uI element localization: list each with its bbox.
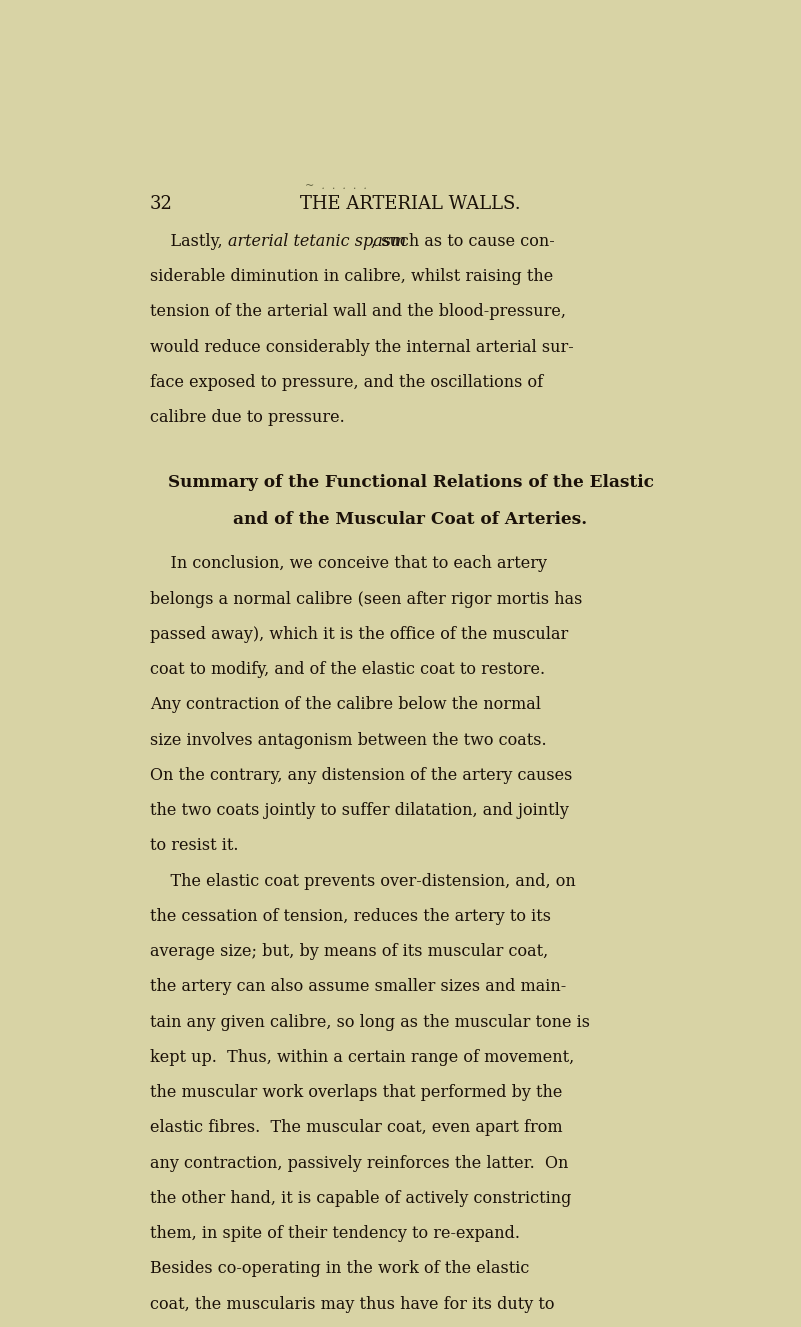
Text: belongs a normal calibre (seen after rigor mortis has: belongs a normal calibre (seen after rig…: [150, 591, 582, 608]
Text: them, in spite of their tendency to re-expand.: them, in spite of their tendency to re-e…: [150, 1225, 520, 1242]
Text: coat, the muscularis may thus have for its duty to: coat, the muscularis may thus have for i…: [150, 1295, 554, 1312]
Text: and of the Muscular Coat of Arteries.: and of the Muscular Coat of Arteries.: [233, 511, 588, 528]
Text: 32: 32: [150, 195, 173, 214]
Text: arterial tetanic spasm: arterial tetanic spasm: [228, 232, 406, 249]
Text: ~  .  .  .  .  .: ~ . . . . .: [305, 180, 367, 191]
Text: the two coats jointly to suffer dilatation, and jointly: the two coats jointly to suffer dilatati…: [150, 802, 569, 819]
Text: passed away), which it is the office of the muscular: passed away), which it is the office of …: [150, 626, 568, 642]
Text: kept up.  Thus, within a certain range of movement,: kept up. Thus, within a certain range of…: [150, 1048, 574, 1066]
Text: any contraction, passively reinforces the latter.  On: any contraction, passively reinforces th…: [150, 1154, 568, 1172]
Text: Lastly,: Lastly,: [150, 232, 227, 249]
Text: the other hand, it is capable of actively constricting: the other hand, it is capable of activel…: [150, 1190, 571, 1206]
Text: the cessation of tension, reduces the artery to its: the cessation of tension, reduces the ar…: [150, 908, 551, 925]
Text: to resist it.: to resist it.: [150, 837, 238, 855]
Text: the muscular work overlaps that performed by the: the muscular work overlaps that performe…: [150, 1084, 562, 1101]
Text: On the contrary, any distension of the artery causes: On the contrary, any distension of the a…: [150, 767, 572, 784]
Text: Summary of the Functional Relations of the Elastic: Summary of the Functional Relations of t…: [167, 474, 654, 491]
Text: coat to modify, and of the elastic coat to restore.: coat to modify, and of the elastic coat …: [150, 661, 545, 678]
Text: would reduce considerably the internal arterial sur-: would reduce considerably the internal a…: [150, 338, 574, 356]
Text: siderable diminution in calibre, whilst raising the: siderable diminution in calibre, whilst …: [150, 268, 553, 285]
Text: Besides co-operating in the work of the elastic: Besides co-operating in the work of the …: [150, 1261, 529, 1278]
Text: the artery can also assume smaller sizes and main-: the artery can also assume smaller sizes…: [150, 978, 566, 995]
Text: size involves antagonism between the two coats.: size involves antagonism between the two…: [150, 731, 546, 748]
Text: , such as to cause con-: , such as to cause con-: [372, 232, 555, 249]
Text: tension of the arterial wall and the blood-pressure,: tension of the arterial wall and the blo…: [150, 304, 566, 320]
Text: THE ARTERIAL WALLS.: THE ARTERIAL WALLS.: [300, 195, 521, 214]
Text: In conclusion, we conceive that to each artery: In conclusion, we conceive that to each …: [150, 556, 547, 572]
Text: elastic fibres.  The muscular coat, even apart from: elastic fibres. The muscular coat, even …: [150, 1120, 562, 1136]
Text: calibre due to pressure.: calibre due to pressure.: [150, 409, 344, 426]
Text: average size; but, by means of its muscular coat,: average size; but, by means of its muscu…: [150, 943, 548, 961]
Text: face exposed to pressure, and the oscillations of: face exposed to pressure, and the oscill…: [150, 374, 543, 391]
Text: tain any given calibre, so long as the muscular tone is: tain any given calibre, so long as the m…: [150, 1014, 590, 1031]
Text: Any contraction of the calibre below the normal: Any contraction of the calibre below the…: [150, 697, 541, 714]
Text: The elastic coat prevents over-distension, and, on: The elastic coat prevents over-distensio…: [150, 873, 576, 889]
